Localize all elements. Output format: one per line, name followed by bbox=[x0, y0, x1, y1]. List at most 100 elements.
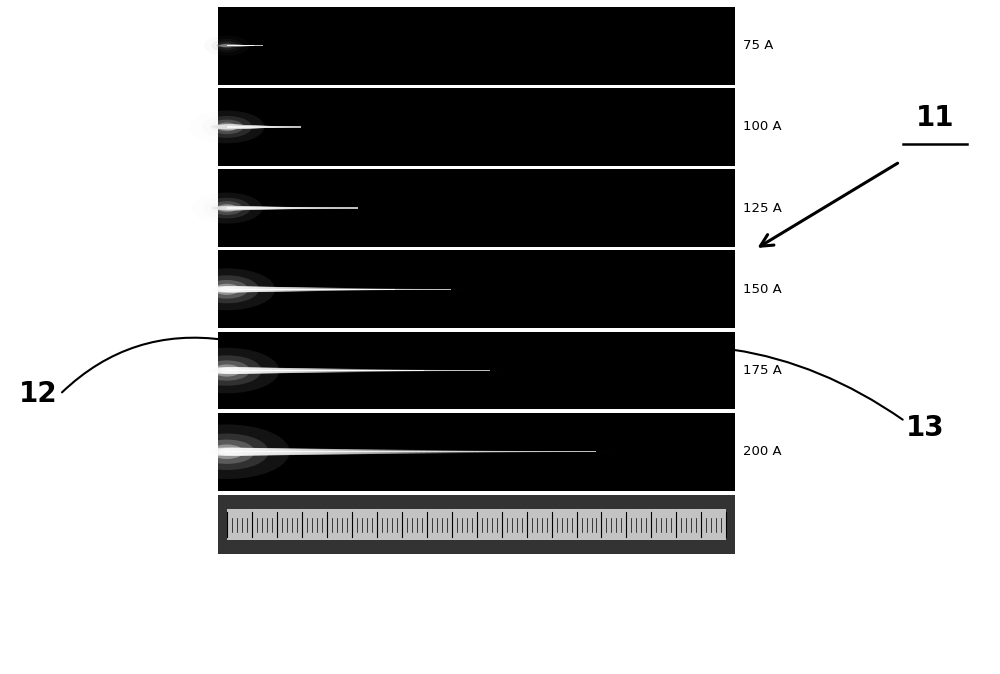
Ellipse shape bbox=[278, 126, 288, 127]
Ellipse shape bbox=[204, 361, 250, 381]
Ellipse shape bbox=[205, 448, 260, 456]
Ellipse shape bbox=[219, 44, 239, 47]
Bar bbox=[227, 126, 301, 127]
Ellipse shape bbox=[210, 125, 244, 129]
Ellipse shape bbox=[295, 287, 323, 291]
Ellipse shape bbox=[320, 208, 330, 209]
Ellipse shape bbox=[386, 450, 417, 454]
Ellipse shape bbox=[235, 45, 248, 47]
Ellipse shape bbox=[239, 286, 276, 292]
Ellipse shape bbox=[271, 207, 291, 210]
Ellipse shape bbox=[243, 125, 265, 128]
Ellipse shape bbox=[263, 126, 278, 128]
Ellipse shape bbox=[329, 369, 357, 372]
Ellipse shape bbox=[249, 45, 256, 46]
Ellipse shape bbox=[244, 125, 266, 128]
Ellipse shape bbox=[250, 45, 257, 46]
Ellipse shape bbox=[239, 45, 250, 47]
Ellipse shape bbox=[250, 125, 269, 128]
Ellipse shape bbox=[321, 369, 349, 373]
Ellipse shape bbox=[217, 41, 237, 50]
Bar bbox=[218, 495, 735, 555]
Ellipse shape bbox=[373, 369, 393, 372]
Bar bbox=[218, 88, 735, 166]
Ellipse shape bbox=[355, 369, 379, 372]
Bar bbox=[227, 370, 490, 371]
Ellipse shape bbox=[244, 45, 253, 47]
Ellipse shape bbox=[347, 288, 367, 290]
Ellipse shape bbox=[222, 125, 251, 129]
Ellipse shape bbox=[240, 125, 263, 129]
Ellipse shape bbox=[265, 287, 298, 292]
Ellipse shape bbox=[306, 288, 332, 291]
Ellipse shape bbox=[291, 207, 307, 209]
Ellipse shape bbox=[203, 197, 251, 218]
Ellipse shape bbox=[217, 44, 237, 47]
Ellipse shape bbox=[224, 288, 230, 290]
Ellipse shape bbox=[266, 126, 280, 128]
Ellipse shape bbox=[319, 449, 359, 454]
Ellipse shape bbox=[243, 286, 279, 292]
Ellipse shape bbox=[399, 288, 411, 290]
Ellipse shape bbox=[253, 125, 271, 128]
Ellipse shape bbox=[262, 207, 283, 210]
Ellipse shape bbox=[229, 44, 244, 47]
Ellipse shape bbox=[422, 450, 448, 454]
Ellipse shape bbox=[535, 451, 548, 452]
Ellipse shape bbox=[221, 125, 251, 129]
Ellipse shape bbox=[174, 348, 279, 394]
Ellipse shape bbox=[390, 369, 408, 371]
Ellipse shape bbox=[475, 451, 495, 453]
Ellipse shape bbox=[417, 289, 427, 290]
Ellipse shape bbox=[459, 370, 468, 371]
Ellipse shape bbox=[224, 286, 264, 293]
Ellipse shape bbox=[273, 126, 285, 127]
Ellipse shape bbox=[227, 125, 254, 129]
Ellipse shape bbox=[247, 286, 282, 292]
Ellipse shape bbox=[212, 367, 257, 374]
Ellipse shape bbox=[354, 288, 373, 290]
Ellipse shape bbox=[270, 126, 283, 127]
Ellipse shape bbox=[253, 448, 302, 455]
Ellipse shape bbox=[377, 288, 392, 290]
Ellipse shape bbox=[219, 44, 238, 47]
Ellipse shape bbox=[223, 450, 231, 454]
Ellipse shape bbox=[388, 288, 401, 290]
Ellipse shape bbox=[221, 367, 265, 374]
Ellipse shape bbox=[293, 207, 308, 209]
Ellipse shape bbox=[274, 126, 286, 127]
Ellipse shape bbox=[553, 451, 564, 452]
Ellipse shape bbox=[217, 44, 237, 47]
Ellipse shape bbox=[254, 287, 289, 292]
Ellipse shape bbox=[233, 125, 259, 129]
Ellipse shape bbox=[265, 448, 312, 455]
Ellipse shape bbox=[358, 288, 376, 290]
Ellipse shape bbox=[322, 208, 332, 209]
Ellipse shape bbox=[240, 45, 250, 47]
Ellipse shape bbox=[300, 208, 314, 209]
Bar bbox=[218, 251, 735, 328]
Ellipse shape bbox=[224, 206, 253, 210]
Ellipse shape bbox=[224, 44, 241, 47]
Ellipse shape bbox=[429, 370, 442, 371]
Ellipse shape bbox=[228, 125, 255, 129]
Ellipse shape bbox=[235, 125, 259, 129]
Ellipse shape bbox=[366, 288, 383, 290]
Ellipse shape bbox=[547, 451, 559, 452]
Ellipse shape bbox=[265, 126, 279, 128]
Ellipse shape bbox=[217, 204, 236, 212]
Ellipse shape bbox=[380, 288, 395, 290]
Ellipse shape bbox=[351, 369, 375, 372]
Ellipse shape bbox=[218, 44, 238, 47]
Ellipse shape bbox=[414, 288, 424, 290]
Ellipse shape bbox=[242, 45, 252, 47]
Ellipse shape bbox=[314, 288, 339, 291]
Ellipse shape bbox=[362, 288, 379, 290]
Ellipse shape bbox=[221, 44, 240, 47]
Ellipse shape bbox=[318, 208, 328, 209]
Bar bbox=[227, 451, 596, 452]
Ellipse shape bbox=[231, 125, 257, 129]
Ellipse shape bbox=[227, 206, 255, 210]
Ellipse shape bbox=[258, 287, 292, 292]
Ellipse shape bbox=[222, 206, 232, 210]
